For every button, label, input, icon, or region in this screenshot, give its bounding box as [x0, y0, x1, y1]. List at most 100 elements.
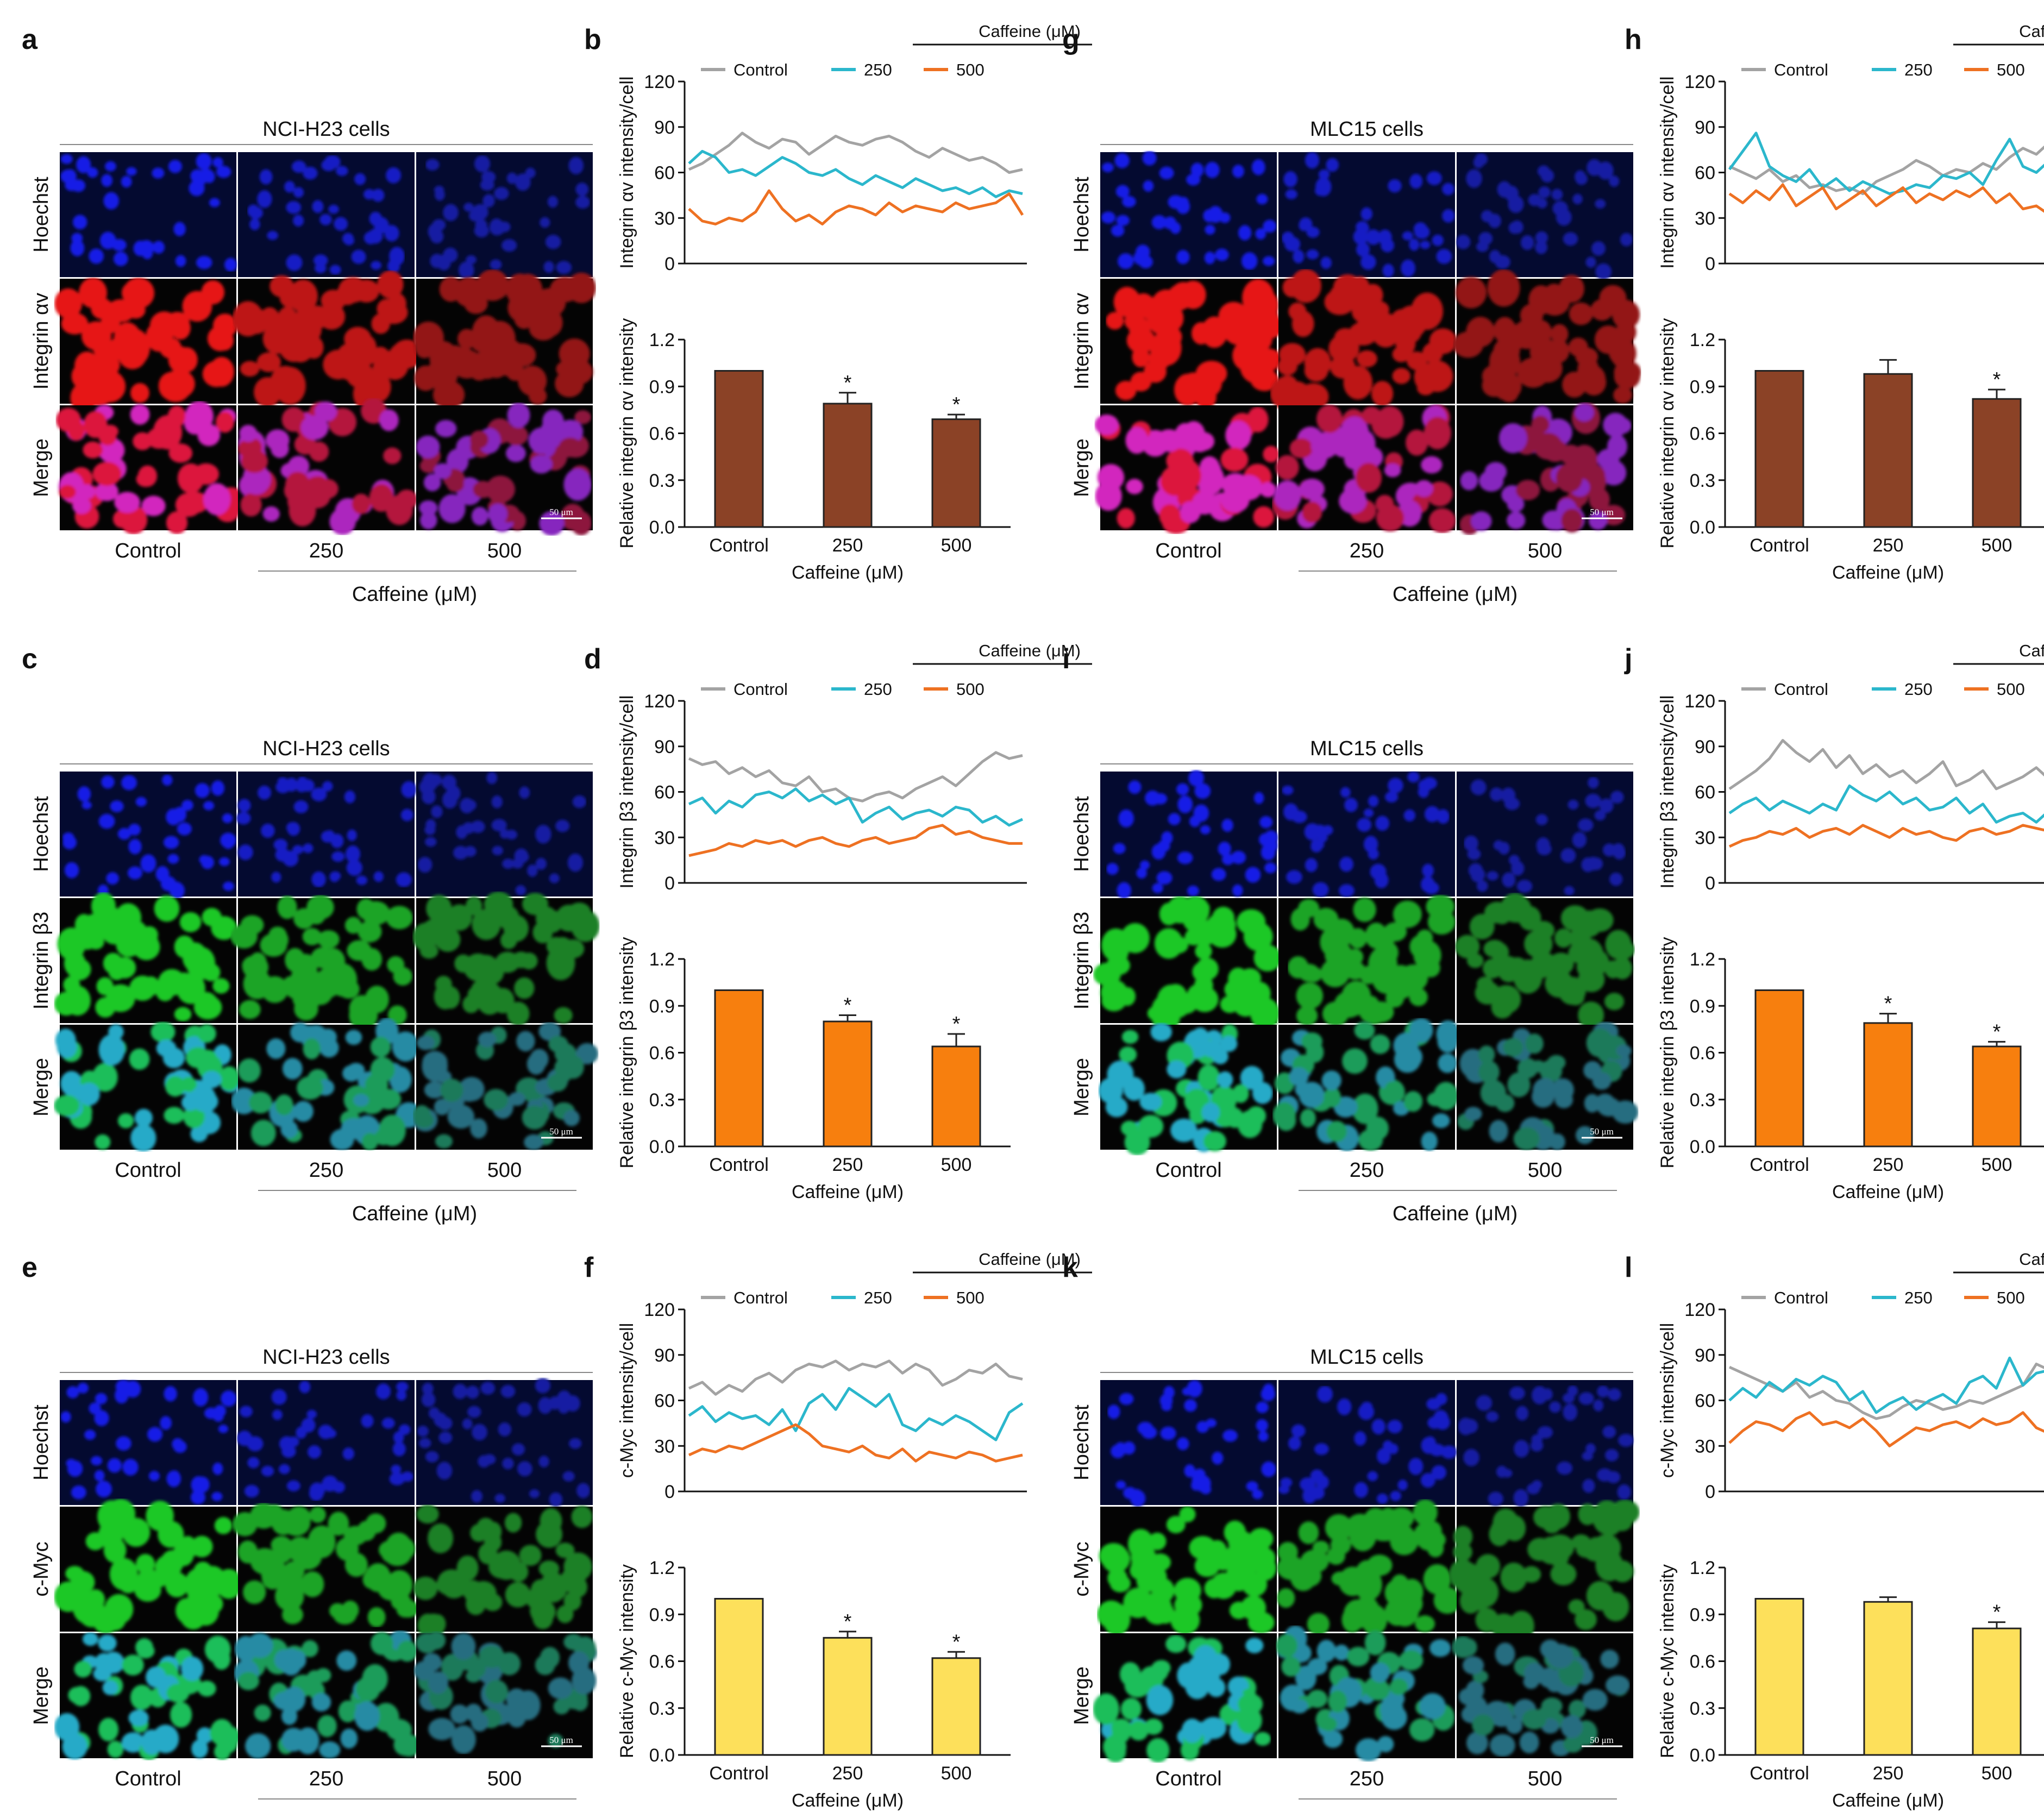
- panel-letter: l: [1625, 1252, 1632, 1283]
- cell: [1397, 1037, 1415, 1055]
- cell: [378, 1114, 406, 1146]
- cell: [209, 198, 220, 208]
- cell: [126, 301, 146, 319]
- cell: [1384, 463, 1401, 478]
- cell: [1433, 1082, 1458, 1111]
- column-label: 500: [487, 540, 522, 562]
- cell-cluster: [1458, 1385, 1634, 1507]
- cell: [1563, 1393, 1575, 1403]
- cell: [181, 1094, 199, 1111]
- cell: [1409, 174, 1423, 189]
- cell: [1378, 229, 1392, 246]
- micrograph-background: [1457, 772, 1633, 896]
- y-tick-label: 60: [1695, 1391, 1715, 1412]
- cell: [1542, 1388, 1553, 1401]
- cell: [1426, 481, 1453, 506]
- cell: [1409, 935, 1434, 959]
- y-tick-label: 30: [654, 1436, 675, 1457]
- y-tick-label: 90: [1695, 737, 1715, 757]
- cell: [190, 1490, 205, 1505]
- cell: [1610, 791, 1624, 804]
- cell: [421, 1392, 436, 1407]
- cell: [1151, 1578, 1175, 1603]
- cell: [1576, 1126, 1594, 1144]
- bar-control: [714, 989, 764, 1148]
- cell: [1582, 1689, 1608, 1711]
- cell: [371, 347, 390, 367]
- cell: [440, 1079, 463, 1102]
- cell: [1566, 989, 1585, 1006]
- cell: [1174, 373, 1201, 406]
- cell: [1286, 870, 1302, 884]
- cell: [393, 1431, 404, 1444]
- cell: [117, 827, 131, 840]
- cell: [1585, 256, 1596, 268]
- cell: [1116, 215, 1130, 226]
- cell: [1187, 885, 1199, 896]
- cell: [94, 1410, 109, 1426]
- cell: [1375, 816, 1390, 831]
- cell: [1343, 1599, 1371, 1629]
- row-label: c-Myc: [1070, 1541, 1093, 1596]
- cell: [1259, 314, 1283, 338]
- cell-cluster: [230, 895, 413, 1030]
- cell: [1554, 1091, 1573, 1108]
- cell: [1548, 952, 1574, 975]
- cell: [286, 1480, 300, 1491]
- cell: [282, 1058, 303, 1080]
- cell: [436, 1462, 453, 1480]
- cell: [428, 1523, 454, 1553]
- cell: [347, 1063, 365, 1077]
- cell: [530, 455, 553, 474]
- cell: [472, 908, 501, 940]
- x-tick-label: Control: [1750, 1763, 1809, 1784]
- cell: [271, 1509, 296, 1535]
- cell: [1384, 791, 1399, 803]
- cell: [453, 845, 468, 860]
- y-tick-label: 0.6: [649, 1043, 675, 1064]
- cell: [439, 277, 462, 302]
- cell: [1132, 293, 1155, 318]
- cell: [1187, 1380, 1202, 1397]
- cell: [1560, 1715, 1583, 1739]
- cell: [471, 506, 488, 526]
- cell: [1320, 1717, 1337, 1732]
- cell: [136, 1553, 155, 1574]
- cell: [202, 963, 221, 981]
- cell: [1564, 886, 1575, 896]
- y-tick-label: 0.0: [649, 517, 675, 538]
- cell: [1276, 1634, 1297, 1658]
- cell: [1340, 787, 1351, 798]
- cell: [379, 409, 399, 431]
- cell: [428, 1717, 456, 1740]
- cell-cluster: [54, 1021, 241, 1152]
- cell: [1170, 1118, 1197, 1142]
- cell: [1188, 430, 1211, 453]
- cell: [373, 871, 384, 882]
- cell: [296, 1426, 307, 1439]
- cell: [431, 805, 443, 818]
- x-tick-label: 500: [1982, 1155, 2012, 1175]
- cell: [1365, 923, 1388, 949]
- significance-star: *: [952, 1013, 961, 1036]
- cell: [117, 1113, 134, 1128]
- cell: [128, 1709, 149, 1727]
- cell: [1103, 1735, 1127, 1759]
- cell-cluster: [1098, 1023, 1273, 1156]
- cell: [78, 928, 97, 950]
- cell: [352, 493, 371, 515]
- column-label: Control: [1155, 1159, 1222, 1182]
- cell: [1232, 1084, 1249, 1103]
- cell: [1620, 233, 1633, 247]
- y-tick-label: 60: [654, 163, 675, 184]
- cell: [357, 1520, 377, 1541]
- cell: [1139, 1093, 1162, 1111]
- cell: [269, 366, 301, 400]
- cell: [377, 270, 404, 299]
- cell: [166, 808, 181, 825]
- cell: [1204, 252, 1215, 265]
- cell: [500, 931, 517, 949]
- legend-label: Control: [733, 1288, 788, 1307]
- legend-label: Control: [733, 680, 788, 699]
